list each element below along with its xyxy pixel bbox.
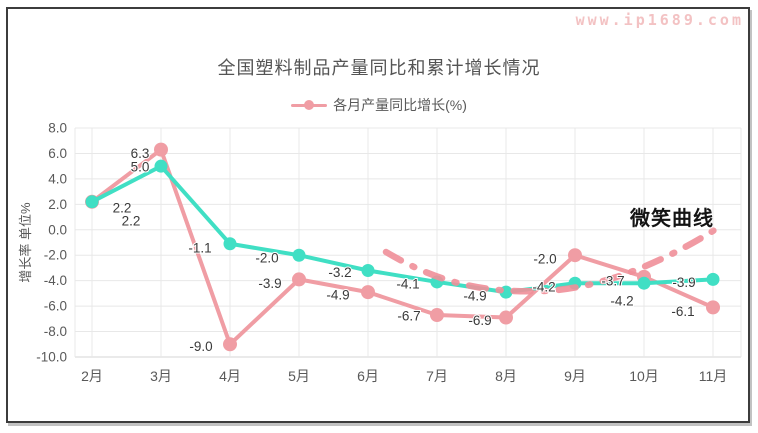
svg-text:8月: 8月 <box>495 368 517 384</box>
svg-text:-4.2: -4.2 <box>532 280 555 295</box>
svg-text:-3.2: -3.2 <box>328 265 351 280</box>
svg-text:-4.9: -4.9 <box>326 288 349 303</box>
svg-text:0.0: 0.0 <box>48 222 67 237</box>
chart-title: 全国塑料制品产量同比和累计增长情况 <box>217 58 541 78</box>
svg-text:-3.7: -3.7 <box>601 273 624 288</box>
smile-curve-annotation-label: 微笑曲线 <box>630 208 714 230</box>
window-frame <box>6 7 750 423</box>
svg-text:8.0: 8.0 <box>48 121 67 136</box>
svg-text:-8.0: -8.0 <box>44 324 67 339</box>
svg-text:-4.1: -4.1 <box>396 276 419 291</box>
svg-text:-3.9: -3.9 <box>672 275 695 290</box>
svg-text:-6.9: -6.9 <box>468 313 491 328</box>
svg-text:-3.9: -3.9 <box>258 276 281 291</box>
svg-text:9月: 9月 <box>564 368 586 384</box>
svg-text:2.0: 2.0 <box>48 197 67 212</box>
svg-text:3月: 3月 <box>150 368 172 384</box>
legend-line-marker-icon <box>291 99 328 111</box>
svg-text:-4.2: -4.2 <box>610 294 633 309</box>
svg-text:5月: 5月 <box>288 368 310 384</box>
legend-series-label: 各月产量同比增长(%) <box>333 97 467 113</box>
svg-text:-10.0: -10.0 <box>36 350 67 365</box>
svg-text:11月: 11月 <box>699 368 728 384</box>
svg-text:6月: 6月 <box>357 368 379 384</box>
watermark-text: www.ip1689.com <box>575 11 744 29</box>
svg-text:2.2: 2.2 <box>113 200 132 215</box>
svg-text:-6.0: -6.0 <box>44 299 67 314</box>
svg-text:4月: 4月 <box>219 368 241 384</box>
svg-text:-6.1: -6.1 <box>671 304 694 319</box>
svg-text:4.0: 4.0 <box>48 171 67 186</box>
svg-text:7月: 7月 <box>426 368 448 384</box>
svg-text:-4.0: -4.0 <box>44 273 67 288</box>
svg-text:-2.0: -2.0 <box>533 252 556 267</box>
svg-text:增长率 单位%: 增长率 单位% <box>18 202 33 283</box>
chart-legend: 各月产量同比增长(%) <box>0 95 758 115</box>
svg-text:-9.0: -9.0 <box>189 339 212 354</box>
svg-text:-2.0: -2.0 <box>44 248 67 263</box>
svg-text:6.0: 6.0 <box>48 146 67 161</box>
svg-text:2.2: 2.2 <box>122 213 141 228</box>
svg-text:-6.7: -6.7 <box>397 309 420 324</box>
svg-text:2月: 2月 <box>81 368 103 384</box>
svg-text:10月: 10月 <box>629 368 659 384</box>
svg-text:-2.0: -2.0 <box>255 251 278 266</box>
svg-text:-4.9: -4.9 <box>463 289 486 304</box>
svg-text:-1.1: -1.1 <box>188 240 211 255</box>
svg-text:5.0: 5.0 <box>131 160 150 175</box>
svg-text:6.3: 6.3 <box>131 146 150 161</box>
